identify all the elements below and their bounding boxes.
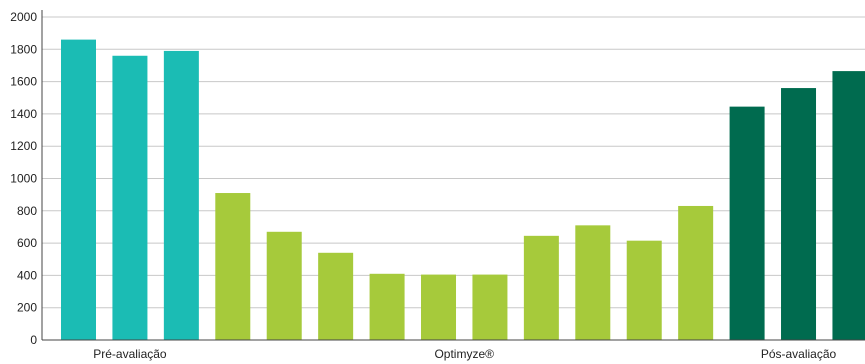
bar (626, 240, 662, 340)
bar (832, 71, 865, 340)
group-labels: Pré-avaliação Optimyze® Pós-avaliação (93, 347, 836, 361)
bar (678, 205, 714, 340)
bar (421, 274, 457, 340)
bar (318, 252, 354, 340)
x-group-label: Pós-avaliação (761, 347, 837, 361)
bar (729, 106, 765, 340)
bar (472, 274, 508, 340)
bar (112, 55, 148, 340)
bar (523, 235, 559, 340)
bars (61, 39, 865, 341)
y-axis-ticks: 0 200 400 600 800 1000 1200 1400 1600 1800 2000 (10, 10, 37, 347)
bar (163, 50, 199, 341)
y-tick-label: 600 (17, 236, 37, 250)
y-tick-label: 1600 (10, 75, 37, 89)
y-tick-label: 1200 (10, 139, 37, 153)
y-tick-label: 400 (17, 268, 37, 282)
y-tick-label: 200 (17, 301, 37, 315)
y-tick-label: 800 (17, 204, 37, 218)
x-group-label: Optimyze® (434, 347, 494, 361)
y-tick-label: 1800 (10, 42, 37, 56)
bar (266, 231, 302, 340)
bar (781, 88, 817, 340)
bar (575, 225, 611, 340)
y-tick-label: 1400 (10, 107, 37, 121)
y-tick-label: 2000 (10, 10, 37, 24)
bar (61, 39, 96, 341)
bar (215, 193, 251, 340)
y-tick-label: 0 (30, 333, 37, 347)
x-group-label: Pré-avaliação (93, 347, 167, 361)
y-tick-label: 1000 (10, 172, 37, 186)
bar (369, 273, 405, 340)
